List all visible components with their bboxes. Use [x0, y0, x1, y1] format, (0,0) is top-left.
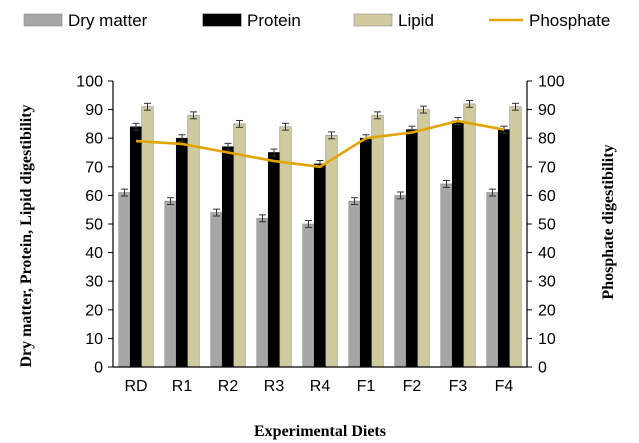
bar-dry-matter — [394, 195, 407, 368]
bar-protein — [175, 137, 189, 368]
bar-protein — [313, 163, 327, 368]
bars — [118, 103, 522, 368]
line-phosphate — [135, 119, 505, 169]
error-bar — [305, 220, 312, 228]
bar-protein — [405, 129, 419, 368]
y2-axis-title: Phosphate digestibility — [600, 144, 617, 299]
bar-lipid — [509, 106, 522, 368]
error-bar — [374, 111, 381, 120]
error-bar — [213, 208, 220, 217]
bar-protein — [497, 129, 511, 368]
bar-protein — [267, 152, 281, 368]
y-tick-label: 30 — [85, 274, 103, 291]
bar-dry-matter — [486, 192, 499, 368]
bar-lipid — [417, 109, 430, 368]
error-bar — [132, 122, 140, 131]
error-bar — [178, 134, 186, 143]
legend: Dry matter Protein Lipid Phosphate — [23, 11, 610, 30]
error-bar — [167, 197, 174, 206]
y2-tick-label: 60 — [538, 188, 556, 205]
legend-label: Lipid — [398, 11, 434, 30]
y-tick-label: 90 — [85, 102, 103, 119]
y-tick-label: 60 — [85, 188, 103, 205]
error-bar — [144, 102, 151, 111]
x-tick-label: RD — [124, 378, 147, 395]
right-y-axis: 0 10 20 30 40 50 60 70 80 90 100 — [527, 74, 565, 377]
x-tick-label: F1 — [357, 378, 376, 395]
error-bar — [489, 188, 496, 197]
bar-lipid — [141, 106, 154, 368]
error-bar — [259, 214, 266, 223]
y-tick-label: 40 — [85, 245, 103, 262]
x-tick-label: R4 — [310, 378, 331, 395]
error-bar — [420, 105, 427, 114]
error-bar — [328, 131, 335, 140]
y2-tick-label: 80 — [538, 131, 556, 148]
bar-dry-matter — [348, 200, 361, 368]
y2-tick-label: 100 — [538, 74, 565, 91]
y-tick-label: 10 — [85, 331, 103, 348]
legend-swatch — [202, 13, 242, 27]
bar-lipid — [233, 123, 246, 368]
bar-dry-matter — [256, 217, 269, 368]
bar-protein — [359, 137, 373, 368]
y2-tick-label: 20 — [538, 302, 556, 319]
y-axis-title: Dry matter, Protein, Lipid digestibility — [18, 104, 35, 367]
y-tick-label: 100 — [76, 74, 103, 91]
error-bar — [397, 191, 404, 200]
left-y-axis: 0 10 20 30 40 50 60 70 80 90 100 — [76, 74, 113, 377]
bar-lipid — [371, 115, 384, 368]
legend-swatch — [353, 13, 393, 27]
y-tick-label: 50 — [85, 217, 103, 234]
y-tick-label: 70 — [85, 159, 103, 176]
legend-swatch — [23, 13, 63, 27]
bar-protein — [129, 126, 143, 368]
y-tick-label: 20 — [85, 302, 103, 319]
legend-label: Protein — [247, 11, 301, 30]
y-tick-label: 80 — [85, 131, 103, 148]
error-bar — [351, 197, 358, 206]
y2-tick-label: 0 — [538, 360, 547, 377]
bar-dry-matter — [164, 200, 177, 368]
y2-tick-label: 50 — [538, 217, 556, 234]
bar-lipid — [463, 103, 476, 368]
error-bar — [224, 142, 232, 151]
x-axis: RD R1 R2 R3 R4 F1 F2 F3 F4 — [124, 378, 513, 395]
bar-lipid — [187, 115, 200, 368]
error-bar — [236, 119, 243, 128]
legend-label: Phosphate — [529, 11, 610, 30]
x-axis-title: Experimental Diets — [254, 423, 386, 440]
error-bar — [466, 99, 473, 108]
error-bar — [512, 102, 519, 111]
bar-dry-matter — [440, 183, 453, 368]
bar-lipid — [325, 135, 338, 368]
y2-tick-label: 30 — [538, 274, 556, 291]
x-tick-label: F2 — [403, 378, 422, 395]
error-bar — [270, 148, 278, 157]
bar-dry-matter — [118, 192, 131, 368]
y2-tick-label: 90 — [538, 102, 556, 119]
x-tick-label: F3 — [449, 378, 468, 395]
y2-tick-label: 40 — [538, 245, 556, 262]
x-tick-label: R2 — [218, 378, 239, 395]
bar-dry-matter — [210, 212, 223, 368]
y2-tick-label: 10 — [538, 331, 556, 348]
phosphate-line-layer — [135, 119, 505, 169]
legend-label: Dry matter — [68, 11, 148, 30]
error-bar — [282, 122, 289, 131]
error-bar — [121, 188, 128, 197]
error-bar — [190, 111, 197, 120]
bar-dry-matter — [302, 223, 315, 368]
y-tick-label: 0 — [94, 360, 103, 377]
x-tick-label: R3 — [264, 378, 285, 395]
y2-tick-label: 70 — [538, 159, 556, 176]
x-tick-label: R1 — [172, 378, 193, 395]
bar-protein — [221, 146, 235, 368]
error-bar — [443, 180, 450, 188]
x-tick-label: F4 — [495, 378, 514, 395]
bar-protein — [451, 120, 465, 368]
